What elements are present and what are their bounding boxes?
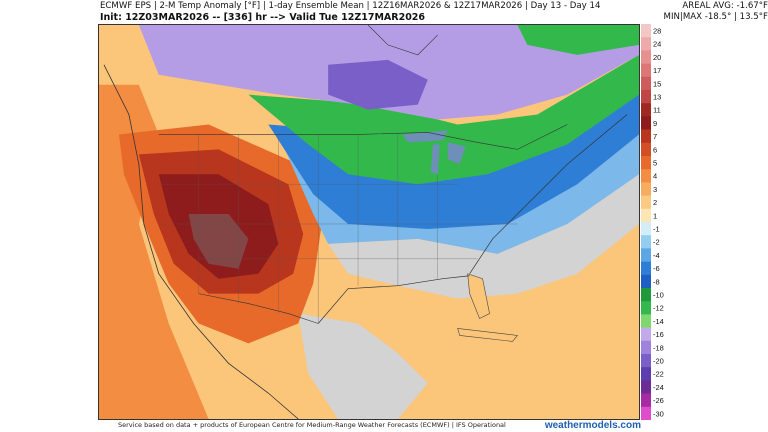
legend-swatch [641,367,651,381]
legend-label: 3 [653,185,657,194]
init-valid-time: Init: 12Z03MAR2026 -- [336] hr --> Valid… [100,12,426,23]
legend-label: -12 [653,304,664,313]
legend-label: -22 [653,370,664,379]
legend-swatch [641,37,651,51]
legend-swatch [641,301,651,315]
product-title: ECMWF EPS | 2-M Temp Anomaly [°F] | 1-da… [100,1,601,11]
legend-label: -18 [653,343,664,352]
legend-label: -8 [653,277,660,286]
min-max-values: MIN|MAX -18.5° | 13.5°F [663,12,768,22]
legend-swatch [641,327,651,342]
brand-logo-text[interactable]: weathermodels.com [544,420,641,431]
mexico-neutral-region [298,313,428,419]
legend-swatch [641,142,651,157]
legend-swatch [641,208,651,223]
legend-label: 20 [653,53,661,62]
legend-swatch [641,24,651,38]
legend-label: 28 [653,27,661,36]
legend-swatch [641,261,651,276]
legend-swatch [641,274,651,289]
legend-swatch [641,169,651,183]
legend-swatch [641,288,651,302]
legend-label: 4 [653,172,657,181]
legend-swatch [641,340,651,355]
legend-swatch [641,50,651,64]
legend-swatch [641,76,651,91]
legend-label: -14 [653,317,664,326]
us-mexico-border [198,293,319,324]
temperature-anomaly-map [98,24,640,420]
legend-label: -24 [653,383,664,392]
gulf-neutral-region [328,174,639,299]
legend-swatch [641,116,651,130]
legend-label: -6 [653,264,660,273]
legend-swatch [641,354,651,368]
legend-swatch [641,248,651,262]
lake-superior [402,130,448,143]
header: ECMWF EPS | 2-M Temp Anomaly [°F] | 1-da… [100,0,768,24]
legend-label: 24 [653,40,661,49]
state-borders [158,134,518,324]
legend-swatch [641,156,651,170]
areal-average: AREAL AVG: -1.67°F [682,1,768,11]
legend-label: 9 [653,119,657,128]
legend-label: 2 [653,198,657,207]
legend-swatch [641,195,651,210]
legend-label: -30 [653,409,664,418]
legend-swatch [641,103,651,117]
legend-label: -1 [653,225,660,234]
legend-label: 7 [653,132,657,141]
legend-swatch [641,314,651,328]
legend-swatch [641,380,651,394]
legend-swatch [641,182,651,196]
east-colder-band [248,54,639,185]
legend-swatch [641,63,651,78]
legend-label: 13 [653,93,661,102]
legend-swatch [641,235,651,249]
florida-land [467,273,490,319]
legend-swatch [641,129,651,144]
legend-label: 17 [653,66,661,75]
terrain-shading [188,214,249,269]
legend-label: -4 [653,251,660,260]
legend-label: 5 [653,159,657,168]
legend-label: -2 [653,238,660,247]
lake-michigan [430,144,440,175]
legend-label: 15 [653,79,661,88]
color-scale-legend: 28 24 20 17 15 13 11 9 7 6 5 4 3 2 1 -1 -2 -4 -6 -8 -10 -12 -1… [641,24,664,420]
us-canada-border [158,124,568,150]
greenland-cold-region [517,25,639,55]
legend-label: 6 [653,145,657,154]
cuba-land [457,328,519,342]
legend-label: -20 [653,357,664,366]
data-credit: Service based on data + products of Euro… [118,421,506,429]
legend-swatch [641,90,651,104]
legend-label: 1 [653,211,657,220]
legend-label: -16 [653,330,664,339]
north-extreme-core [328,59,428,110]
legend-label: -10 [653,291,664,300]
hudson-bay-coast [367,25,438,56]
lake-huron [447,142,466,165]
legend-label: -26 [653,396,664,405]
legend-swatch [641,406,651,420]
legend-swatch [641,393,651,408]
east-coastline [469,114,628,274]
legend-swatch [641,222,651,236]
legend-label: 11 [653,106,661,115]
west-coastline [103,64,299,419]
